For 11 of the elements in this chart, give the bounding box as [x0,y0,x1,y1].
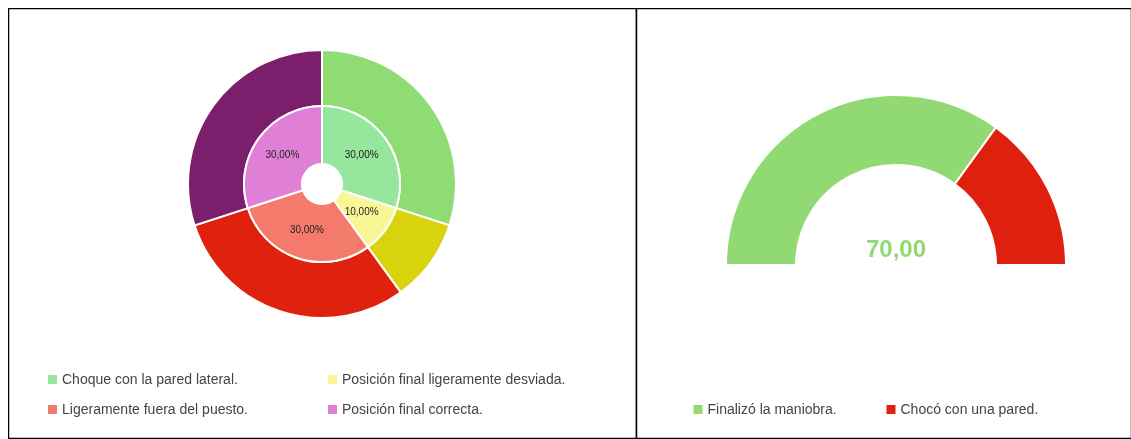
legend-label: Choque con la pared lateral. [62,370,238,387]
data-label: 30,00% [265,148,300,160]
legend-label: Posición final correcta. [342,400,483,417]
legend-label: Posición final ligeramente desviada. [342,370,566,387]
legend-label: Ligeramente fuera del puesto. [62,400,249,417]
data-label: 30,00% [289,224,324,236]
data-label: 30,00% [344,148,379,160]
legend-label: Finalizó la maniobra. [707,400,837,417]
text: 70,00 [865,235,927,262]
data-label: 10,00% [344,206,379,218]
legend-label: Chocó con una pared. [900,400,1039,417]
